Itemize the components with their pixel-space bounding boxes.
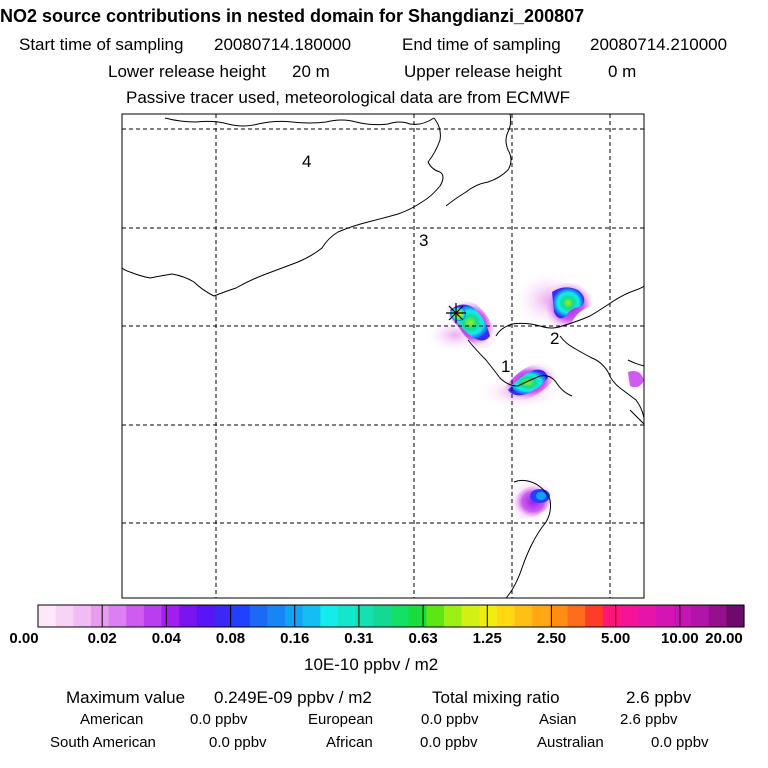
colorbar-tick-label: 20.00 <box>705 630 743 647</box>
map-frame <box>121 113 645 599</box>
star-icon <box>446 303 466 323</box>
region-value-african: 0.0 ppbv <box>420 734 478 751</box>
colorbar-tick-label: 1.25 <box>472 630 502 647</box>
colorbar-frame <box>37 604 745 628</box>
total-mixing-label: Total mixing ratio <box>432 688 560 707</box>
start-time-label: Start time of sampling <box>19 35 184 54</box>
colorbar-tick-label: 5.00 <box>601 630 631 647</box>
region-value-european: 0.0 ppbv <box>421 711 479 728</box>
colorbar-cell <box>267 605 286 627</box>
colorbar-cell <box>338 605 357 627</box>
colorbar-cell <box>373 605 392 627</box>
colorbar-cell <box>708 605 727 627</box>
colorbar-tick-label: 0.08 <box>215 630 246 647</box>
colorbar-cell <box>38 605 57 627</box>
region-value-south-american: 0.0 ppbv <box>209 734 267 751</box>
colorbar-cell <box>391 605 410 627</box>
colorbar-tick-label: 0.31 <box>344 630 374 647</box>
colorbar-cell <box>320 605 339 627</box>
colorbar-tick-label: 0.63 <box>408 630 438 647</box>
colorbar-cell <box>108 605 127 627</box>
page-title: NO2 source contributions in nested domai… <box>0 6 585 26</box>
colorbar-cell <box>638 605 657 627</box>
colorbar-cell <box>232 605 251 627</box>
region-label-3: 3 <box>419 231 429 250</box>
region-name-australian: Australian <box>537 734 604 751</box>
colorbar-cell <box>196 605 216 627</box>
colorbar-cell <box>620 605 639 627</box>
colorbar-cell <box>249 605 269 627</box>
colorbar-tick-label: 2.50 <box>536 630 567 647</box>
colorbar-cell <box>214 605 233 627</box>
colorbar-cell <box>673 605 692 627</box>
concentration-plumes <box>427 272 644 524</box>
colorbar-tick-label: 0.00 <box>9 630 39 647</box>
colorbar-cell <box>426 605 445 627</box>
colorbar-unit: 10E-10 ppbv / m2 <box>304 655 439 674</box>
colorbar-cell <box>285 605 304 627</box>
colorbar-cell <box>461 605 480 627</box>
colorbar-tick-label: 0.16 <box>280 630 310 647</box>
colorbar-cell <box>602 605 622 627</box>
colorbar-cell <box>479 605 498 627</box>
region-value-australian: 0.0 ppbv <box>651 734 709 751</box>
colorbar-tick-label: 10.00 <box>661 630 699 647</box>
upper-release-label: Upper release height <box>404 62 562 81</box>
colorbar-cell <box>73 605 92 627</box>
region-label-4: 4 <box>302 152 312 171</box>
total-mixing-value: 2.6 ppbv <box>626 688 692 707</box>
colorbar-cell <box>496 605 516 627</box>
lower-release-label: Lower release height <box>108 62 266 81</box>
region-value-asian: 2.6 ppbv <box>620 711 678 728</box>
colorbar-cell <box>355 605 374 627</box>
map-graticule <box>122 114 644 598</box>
colorbar-cell <box>55 605 74 627</box>
colorbar-cell <box>408 605 427 627</box>
colorbar-cell <box>179 605 198 627</box>
tracer-note: Passive tracer used, meteorological data… <box>126 88 571 107</box>
colorbar-cell <box>90 605 110 627</box>
colorbar-cell <box>585 605 604 627</box>
colorbar-cell <box>691 605 710 627</box>
end-time-label: End time of sampling <box>402 35 561 54</box>
colorbar-cell <box>161 605 180 627</box>
colorbar-cell <box>143 605 163 627</box>
max-value: 0.249E-09 ppbv / m2 <box>214 688 372 707</box>
region-name-european: European <box>308 711 374 728</box>
colorbar-cell <box>532 605 551 627</box>
region-label-1: 1 <box>501 357 511 376</box>
end-time-value: 20080714.210000 <box>590 35 728 54</box>
upper-release-value: 0 m <box>608 62 637 81</box>
colorbar-cell <box>655 605 674 627</box>
region-label-2: 2 <box>550 329 560 348</box>
region-name-african: African <box>326 734 373 751</box>
colorbar-cell <box>549 605 569 627</box>
colorbar-tick-label: 0.02 <box>87 630 117 647</box>
max-value-label: Maximum value <box>66 688 186 707</box>
colorbar-cell <box>126 605 145 627</box>
colorbar-tick-label: 0.04 <box>151 630 181 647</box>
region-value-american: 0.0 ppbv <box>190 711 248 728</box>
lower-release-value: 20 m <box>292 62 330 81</box>
region-name-south-american: South American <box>50 734 156 751</box>
colorbar-cell <box>302 605 321 627</box>
colorbar-cell <box>514 605 533 627</box>
colorbar-cell <box>567 605 586 627</box>
start-time-value: 20080714.180000 <box>214 35 352 54</box>
region-name-american: American <box>80 711 144 728</box>
map-coastlines <box>122 114 644 598</box>
region-name-asian: Asian <box>539 711 577 728</box>
colorbar-cell <box>726 605 745 627</box>
colorbar-cell <box>443 605 463 627</box>
